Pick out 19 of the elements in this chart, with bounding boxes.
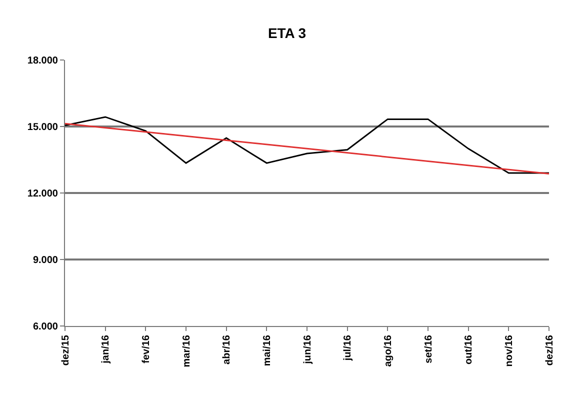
- x-tick-label: abr/16: [222, 334, 233, 364]
- chart-title: ETA 3: [268, 24, 306, 41]
- y-tick-label: 15.000: [27, 122, 58, 133]
- y-tick-label: 12.000: [27, 188, 58, 200]
- y-tick-label: 9.000: [32, 255, 58, 266]
- x-tick-label: dez/16: [544, 334, 556, 366]
- x-tick-label: set/16: [423, 334, 434, 364]
- x-tick-label: jun/16: [302, 334, 314, 365]
- y-tick-label: 6.000: [32, 322, 58, 332]
- x-tick-label: fev/16: [140, 334, 152, 364]
- x-tick-label: dez/15: [60, 334, 72, 366]
- x-tick-label: jul/16: [342, 334, 354, 362]
- x-tick-label: nov/16: [504, 334, 515, 367]
- x-tick-label: mar/16: [181, 334, 192, 368]
- x-tick-label: ago/16: [382, 334, 394, 367]
- x-tick-label: jan/16: [100, 334, 112, 364]
- x-tick-label: out/16: [464, 334, 475, 364]
- x-tick-label: mai/16: [262, 334, 273, 366]
- y-tick-label: 18.000: [27, 56, 58, 66]
